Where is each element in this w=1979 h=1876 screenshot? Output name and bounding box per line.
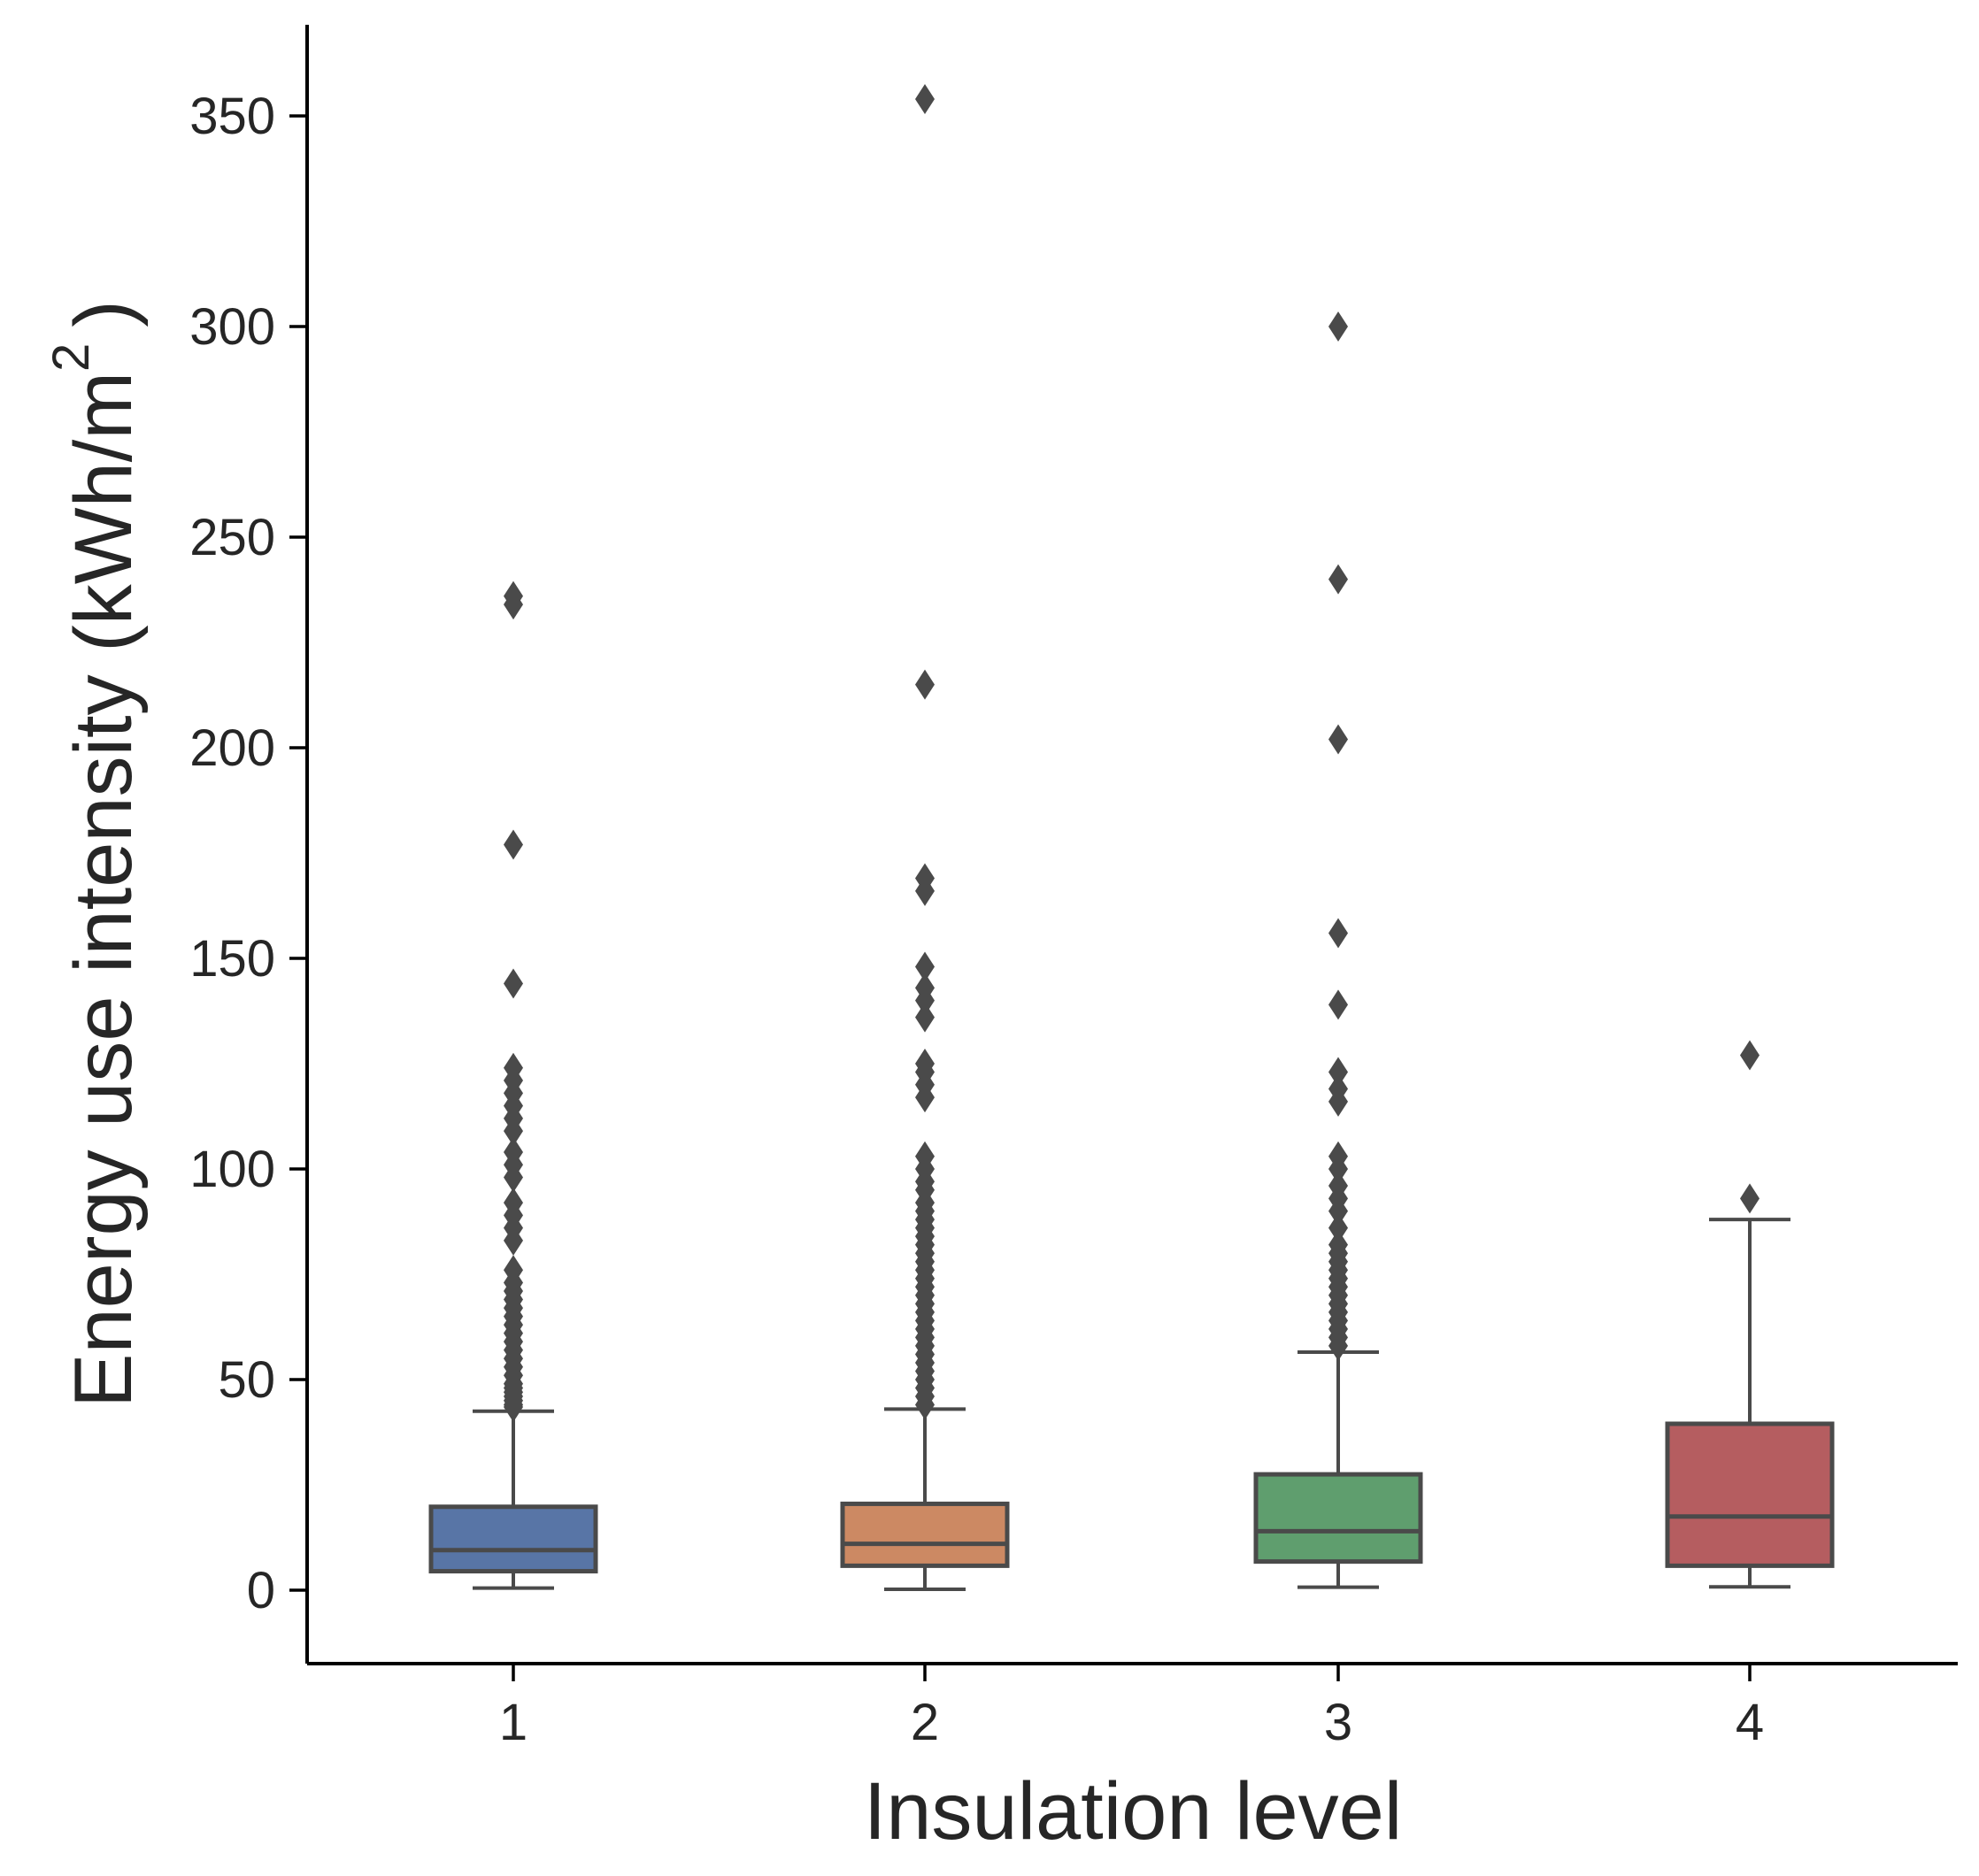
outlier-point — [1328, 1057, 1348, 1088]
outlier-point — [1328, 989, 1348, 1020]
outlier-point — [1328, 1196, 1348, 1226]
outlier-point — [1328, 918, 1348, 949]
outlier-point — [1328, 724, 1348, 755]
outlier-point — [1740, 1183, 1760, 1214]
outlier-point — [504, 1391, 523, 1422]
box-group-1 — [428, 580, 598, 1590]
outlier-point — [915, 1002, 935, 1033]
y-axis-ticks: 0 50 100 150 200 250 300 350 — [189, 88, 307, 1619]
outlier-point — [1328, 1154, 1348, 1184]
outlier-point — [504, 1162, 523, 1193]
outlier-point — [915, 1389, 935, 1420]
y-tick-label: 250 — [189, 509, 275, 566]
outlier-point — [1328, 311, 1348, 342]
y-tick-label: 300 — [189, 298, 275, 356]
y-axis-title-superscript: 2 — [42, 343, 100, 372]
box-iqr — [428, 1504, 598, 1574]
y-tick-label: 350 — [189, 88, 275, 145]
axes — [305, 25, 1958, 1665]
plot-area — [428, 83, 1835, 1592]
y-tick-label: 150 — [189, 930, 275, 988]
outlier-point — [915, 985, 935, 1016]
outlier-point — [504, 968, 523, 999]
outlier-point — [915, 83, 935, 114]
y-tick-label: 0 — [247, 1562, 275, 1619]
outlier-point — [1328, 1330, 1348, 1361]
x-tick-label: 3 — [1324, 1694, 1352, 1751]
y-tick-label: 50 — [218, 1351, 275, 1409]
outlier-point — [504, 1225, 523, 1256]
outlier-point — [1328, 1212, 1348, 1243]
x-axis-ticks: 1 2 3 4 — [499, 1664, 1764, 1751]
box-iqr — [1253, 1472, 1423, 1565]
box-group-2 — [840, 83, 1010, 1592]
y-axis-title-closing: ) — [58, 300, 149, 327]
outlier-point — [915, 951, 935, 982]
outlier-point — [915, 669, 935, 700]
x-tick-label: 2 — [911, 1694, 939, 1751]
y-axis-title: Energy use intensity (kWh/m2) — [42, 300, 149, 1408]
box-iqr — [1665, 1421, 1835, 1568]
y-tick-label: 200 — [189, 719, 275, 777]
x-tick-label: 4 — [1736, 1694, 1764, 1751]
outlier-point — [504, 1116, 523, 1147]
box-iqr — [840, 1501, 1010, 1568]
x-axis-title: Insulation level — [864, 1766, 1403, 1857]
outlier-point — [1328, 1086, 1348, 1117]
box-group-3 — [1253, 311, 1423, 1589]
outlier-point — [1328, 564, 1348, 595]
outlier-point — [1740, 1040, 1760, 1071]
y-tick-label: 100 — [189, 1141, 275, 1198]
outlier-point — [915, 1082, 935, 1113]
outlier-point — [504, 829, 523, 860]
x-tick-label: 1 — [499, 1694, 527, 1751]
outlier-point — [504, 589, 523, 620]
y-axis-title-text: Energy use intensity (kWh/m — [58, 372, 149, 1408]
box-group-4 — [1665, 1040, 1835, 1589]
outlier-point — [915, 875, 935, 906]
